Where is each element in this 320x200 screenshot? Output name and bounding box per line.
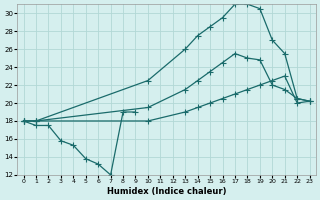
- X-axis label: Humidex (Indice chaleur): Humidex (Indice chaleur): [107, 187, 226, 196]
